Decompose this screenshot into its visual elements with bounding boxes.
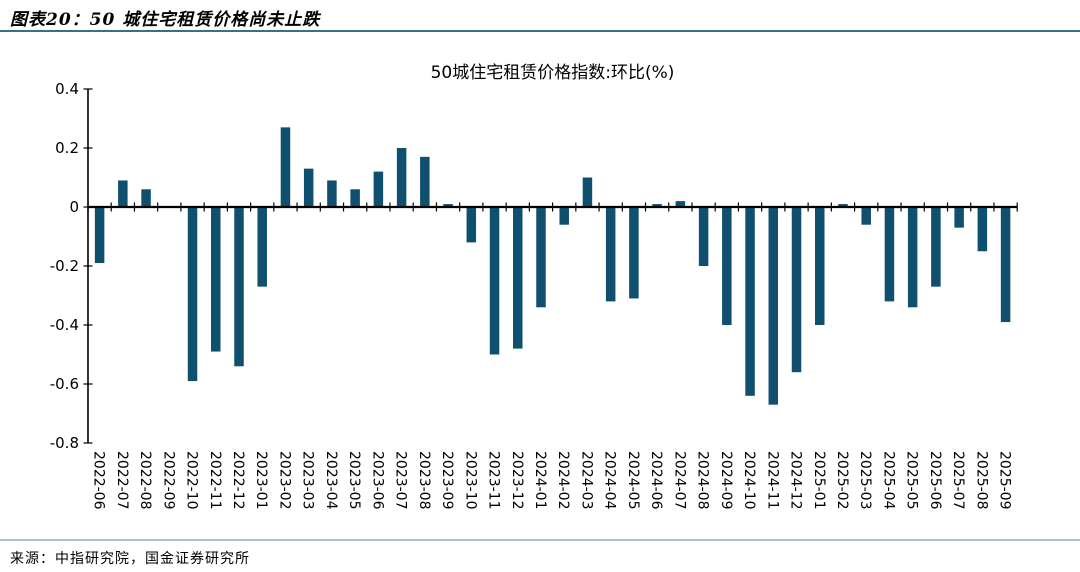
- bar-2023-03: [303, 168, 314, 207]
- x-tick-label: 2025-04: [880, 451, 896, 510]
- y-tick-label: 0.4: [55, 80, 79, 98]
- bar-2023-05: [350, 189, 360, 207]
- x-tick-label: 2023-02: [276, 451, 292, 510]
- x-tick-label: 2024-06: [648, 451, 664, 510]
- x-tick-label: 2025-08: [973, 451, 989, 510]
- bar-2025-03: [861, 207, 871, 225]
- header-divider: [0, 30, 1080, 32]
- bar-2023-02: [280, 127, 291, 207]
- bar-2024-03: [582, 177, 593, 207]
- x-tick-label: 2025-06: [927, 451, 943, 510]
- bar-2023-11: [489, 207, 500, 355]
- y-tick-label: -0.2: [50, 257, 79, 275]
- y-tick-label: -0.8: [50, 434, 79, 452]
- bar-2025-01: [815, 207, 825, 325]
- bar-2024-06: [652, 204, 662, 207]
- x-tick-label: 2024-01: [532, 451, 548, 510]
- x-tick-label: 2024-09: [718, 451, 734, 510]
- bar-2023-10: [466, 207, 477, 243]
- bar-2024-05: [629, 207, 639, 299]
- x-tick-label: 2025-02: [834, 451, 850, 510]
- bar-2023-09: [443, 204, 453, 207]
- bar-2023-07: [396, 148, 407, 207]
- x-tick-label: 2023-01: [253, 451, 269, 510]
- x-tick-label: 2023-09: [439, 451, 455, 510]
- bar-2024-11: [768, 207, 779, 405]
- x-tick-label: 2024-04: [602, 451, 618, 510]
- bar-2023-04: [327, 180, 337, 207]
- bar-2024-08: [698, 207, 709, 266]
- x-tick-label: 2022-06: [91, 451, 107, 510]
- bar-2022-07: [118, 180, 128, 207]
- x-tick-label: 2023-06: [369, 451, 385, 510]
- bar-2022-11: [211, 207, 221, 352]
- x-tick-label: 2023-04: [323, 451, 339, 510]
- x-tick-label: 2025-05: [904, 451, 920, 510]
- bar-2025-02: [838, 204, 848, 207]
- x-tick-label: 2022-07: [114, 451, 130, 510]
- bar-2025-07: [954, 207, 964, 228]
- bar-2024-10: [745, 207, 755, 396]
- figure-title: 图表20：50 城住宅租赁价格尚未止跌: [10, 10, 321, 30]
- x-tick-label: 2024-03: [578, 451, 594, 510]
- x-tick-label: 2025-07: [950, 451, 966, 510]
- bar-2025-09: [1000, 207, 1011, 323]
- bar-2024-12: [791, 207, 802, 373]
- y-tick-label: 0: [69, 198, 79, 216]
- bar-2024-09: [722, 207, 732, 325]
- bar-2024-07: [675, 201, 686, 207]
- bar-2024-02: [559, 207, 569, 225]
- bar-2025-06: [931, 207, 941, 287]
- x-tick-label: 2023-12: [509, 451, 525, 510]
- bar-2024-04: [605, 207, 616, 302]
- x-tick-label: 2025-03: [857, 451, 873, 510]
- bar-2023-12: [513, 207, 523, 349]
- x-tick-label: 2022-12: [230, 451, 246, 510]
- chart-svg: 0.4 0.2 0 -0.2 -0.4 -0.6 -0.8 2022-06 2022-07 202…: [50, 80, 1018, 510]
- x-tick-label: 2024-10: [741, 451, 757, 510]
- y-tick-label: 0.2: [55, 139, 79, 157]
- bar-2022-10: [187, 207, 198, 382]
- bar-2025-04: [884, 207, 895, 302]
- x-tick-label: 2023-03: [300, 451, 316, 510]
- x-tick-label: 2025-01: [811, 451, 827, 510]
- x-tick-label: 2024-07: [671, 451, 687, 510]
- y-tick-label: -0.6: [50, 375, 79, 393]
- x-tick-label: 2025-09: [997, 451, 1013, 510]
- bar-2025-05: [907, 207, 918, 308]
- bar-2023-01: [257, 207, 267, 287]
- source-text: 来源：中指研究院，国金证券研究所: [10, 551, 250, 567]
- x-tick-label: 2022-11: [207, 451, 223, 510]
- x-tick-label: 2022-09: [160, 451, 176, 510]
- x-tick-label: 2024-05: [625, 451, 641, 510]
- x-tick-label: 2023-07: [393, 451, 409, 510]
- chart-title: 50城住宅租赁价格指数:环比(%): [430, 63, 675, 83]
- x-tick-label: 2023-05: [346, 451, 362, 510]
- x-tick-label: 2023-11: [486, 451, 502, 510]
- bar-2022-12: [234, 207, 244, 367]
- bar-2022-08: [141, 189, 151, 207]
- bar-2024-01: [536, 207, 546, 308]
- x-tick-label: 2024-02: [555, 451, 571, 510]
- bar-2025-08: [977, 207, 988, 252]
- x-tick-label: 2024-12: [788, 451, 804, 510]
- x-tick-label: 2023-10: [462, 451, 478, 510]
- y-tick-label: -0.4: [50, 316, 79, 334]
- bar-2022-06: [94, 207, 105, 264]
- bar-2023-06: [373, 171, 384, 207]
- bar-2023-08: [420, 156, 430, 207]
- x-tick-label: 2022-08: [137, 451, 153, 510]
- x-tick-label: 2024-11: [764, 451, 780, 510]
- x-tick-label: 2024-08: [695, 451, 711, 510]
- x-tick-label: 2022-10: [184, 451, 200, 510]
- x-tick-label: 2023-08: [416, 451, 432, 510]
- footer-divider: [0, 539, 1080, 541]
